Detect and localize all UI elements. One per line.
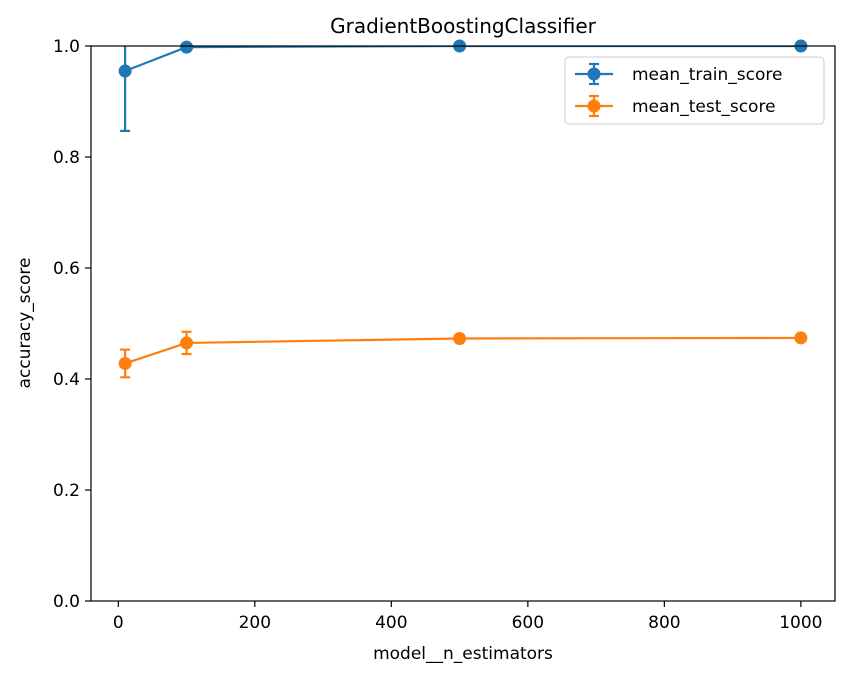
x-tick-label: 200 [239, 613, 271, 633]
y-axis-label: accuracy_score [15, 258, 35, 389]
legend: mean_train_score mean_test_score [564, 56, 825, 125]
legend-label: mean_test_score [632, 97, 776, 117]
legend-swatch-marker [587, 67, 601, 81]
data-point [453, 331, 467, 345]
data-point [118, 64, 132, 78]
data-point [794, 331, 808, 345]
marker-layer [118, 39, 808, 370]
chart-title: GradientBoostingClassifier [330, 14, 597, 38]
data-point [180, 336, 194, 350]
legend-label: mean_train_score [632, 65, 782, 85]
legend-box [564, 56, 825, 125]
x-tick-label: 400 [375, 613, 407, 633]
data-point [118, 356, 132, 370]
x-tick-label: 1000 [779, 613, 822, 633]
y-tick-label: 1.0 [53, 37, 80, 57]
legend-swatch-marker [587, 99, 601, 113]
plot-area [91, 46, 835, 601]
x-tick-label: 800 [648, 613, 680, 633]
x-axis-label: model__n_estimators [373, 644, 553, 664]
data-point [180, 40, 194, 54]
y-tick-label: 0.8 [53, 148, 80, 168]
x-tick-label: 0 [113, 613, 124, 633]
plot-frame [90, 45, 836, 602]
y-tick-label: 0.0 [53, 592, 80, 612]
x-axis: 0 200 400 600 800 1000 [113, 601, 823, 633]
y-tick-label: 0.2 [53, 481, 80, 501]
x-tick-label: 600 [512, 613, 544, 633]
series-line-1 [124, 336, 801, 365]
y-axis: 0.0 0.2 0.4 0.6 0.8 1.0 [53, 37, 91, 612]
y-tick-label: 0.4 [53, 370, 80, 390]
y-tick-label: 0.6 [53, 259, 80, 279]
